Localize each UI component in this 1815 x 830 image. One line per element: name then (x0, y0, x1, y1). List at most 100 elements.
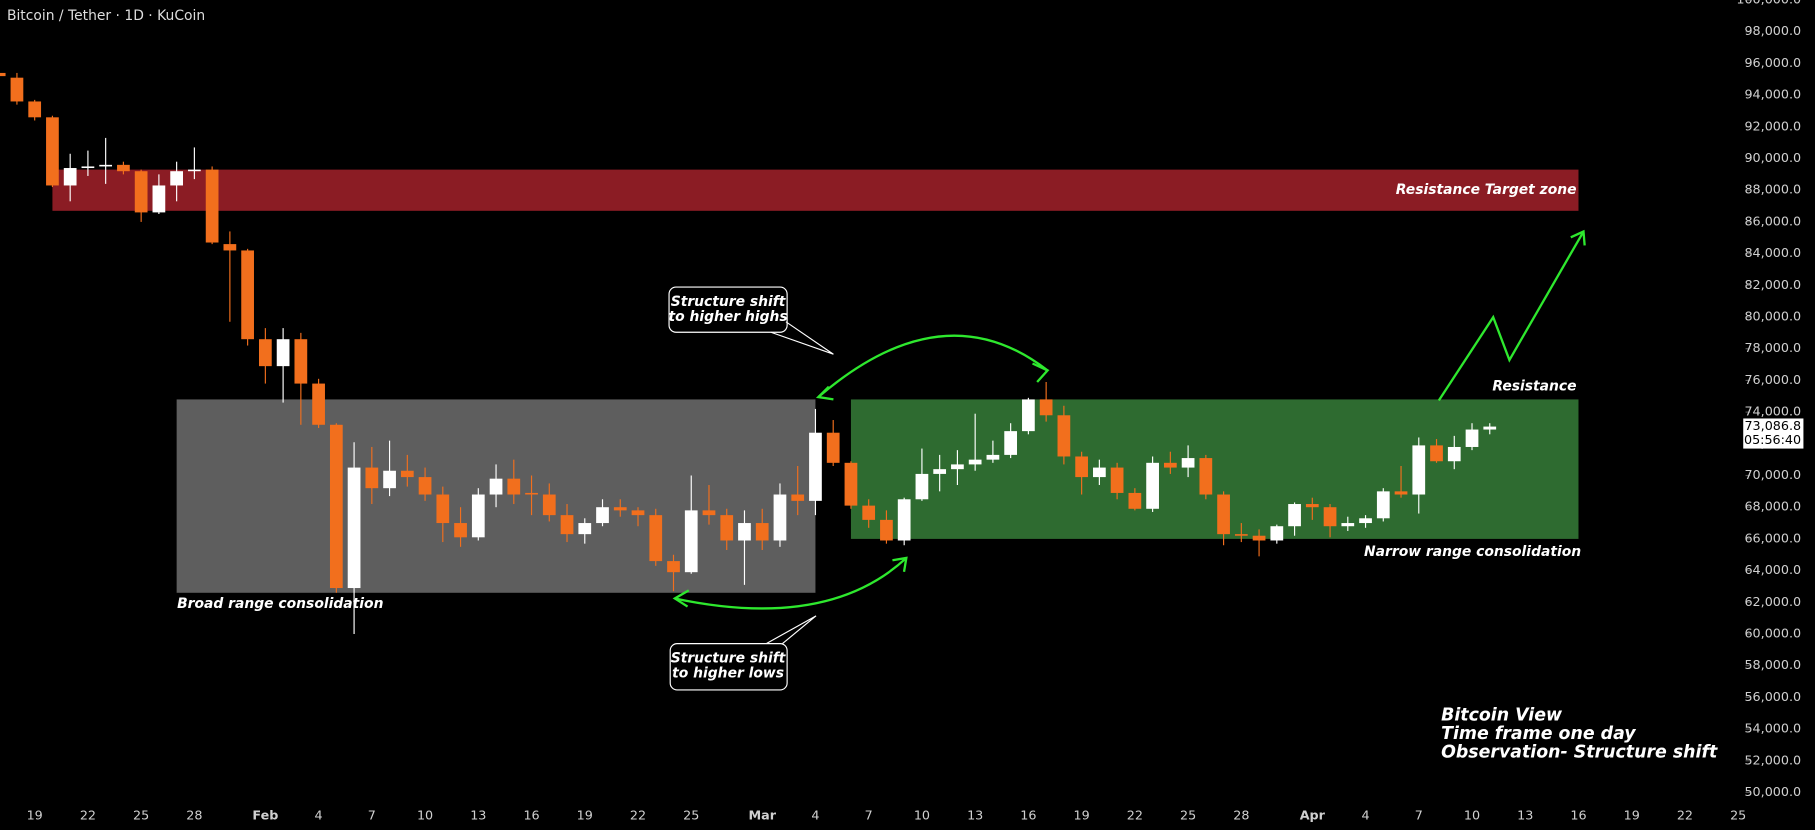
candle-body (205, 169, 219, 243)
y-tick-label: 56,000.0 (1744, 690, 1801, 705)
last-price-box (1743, 418, 1804, 449)
x-tick-label: 19 (27, 809, 43, 824)
candle-body (525, 492, 538, 495)
y-tick-label: 96,000.0 (1744, 56, 1801, 71)
y-tick-label: 54,000.0 (1744, 722, 1801, 737)
callout-text: Structure shift (671, 651, 787, 667)
candle-body (667, 561, 680, 573)
x-tick-label: 7 (1415, 809, 1423, 824)
resistance-label: Resistance (1492, 379, 1576, 395)
candle-body (720, 515, 734, 541)
candle-body (542, 494, 556, 516)
candle-body (915, 473, 929, 500)
x-tick-label: Mar (748, 809, 776, 824)
candle-body (99, 164, 113, 167)
candle-body (1128, 492, 1142, 509)
last-price-label: 73,086.8 (1744, 419, 1801, 434)
candle-body (489, 478, 503, 495)
callout-pointer (770, 321, 834, 355)
candle-body (329, 424, 343, 589)
x-tick-label: 13 (967, 809, 983, 824)
candle-body (383, 470, 396, 489)
candle-body (986, 454, 1000, 460)
candles (0, 72, 1497, 634)
y-tick-label: 88,000.0 (1744, 183, 1801, 198)
candle-body (1057, 415, 1071, 457)
candle-body (170, 171, 184, 186)
candle-body (347, 467, 361, 589)
candle-body (1323, 507, 1337, 527)
x-tick-label: 10 (914, 809, 930, 824)
candle-body (117, 164, 130, 172)
candle-body (1288, 504, 1301, 527)
y-tick-label: 62,000.0 (1744, 595, 1801, 610)
candle-body (684, 510, 698, 573)
x-tick-label: 10 (1464, 809, 1480, 824)
countdown-label: 05:56:40 (1744, 433, 1801, 448)
y-tick-label: 78,000.0 (1744, 341, 1801, 356)
candle-body (1163, 462, 1177, 468)
candle-body (1252, 535, 1266, 541)
candle-body (507, 478, 521, 495)
arrow-head (815, 385, 834, 401)
y-tick-label: 52,000.0 (1744, 753, 1801, 768)
candle-body (897, 499, 911, 541)
y-tick-label: 68,000.0 (1744, 500, 1801, 515)
candle-body (1447, 446, 1461, 462)
candle-body (702, 510, 716, 516)
candle-body (1199, 458, 1213, 495)
candle-body (862, 505, 876, 520)
zone-label: Resistance Target zone (1396, 182, 1577, 198)
candle-body (28, 101, 42, 118)
y-tick-label: 84,000.0 (1744, 246, 1801, 261)
candle-body (560, 515, 574, 535)
y-tick-label: 50,000.0 (1744, 785, 1801, 800)
candle-body (826, 432, 840, 463)
y-tick-label: 94,000.0 (1744, 88, 1801, 103)
x-tick-label: 7 (368, 809, 376, 824)
candle-body (1341, 523, 1355, 527)
x-tick-label: 16 (1570, 809, 1586, 824)
arrow-head (672, 589, 690, 608)
candle-body (241, 250, 254, 340)
candle-body (46, 117, 59, 186)
x-tick-label: 4 (811, 809, 819, 824)
y-tick-label: 98,000.0 (1744, 24, 1801, 39)
candle-body (1430, 445, 1443, 462)
callout-text: to higher lows (672, 666, 784, 682)
x-tick-label: 28 (186, 809, 202, 824)
candle-body (1394, 491, 1408, 495)
candle-body (1004, 431, 1018, 455)
callout-pointer (765, 615, 817, 645)
arc-arrow (817, 334, 1049, 398)
note-text: Time frame one day (1441, 724, 1636, 744)
arrow-head (1570, 229, 1586, 246)
candle-body (951, 464, 964, 470)
y-tick-label: 90,000.0 (1744, 151, 1801, 166)
callout: Structure shift to higher lows (669, 615, 817, 691)
candle-body (276, 339, 290, 367)
candle-body (1039, 399, 1053, 416)
candle-body (1465, 429, 1479, 447)
callout-box (668, 286, 788, 333)
zone (850, 399, 1579, 539)
x-tick-label: 19 (1074, 809, 1090, 824)
candle-body (1181, 458, 1195, 468)
x-tick-label: 28 (1233, 809, 1249, 824)
candle-body (0, 72, 6, 77)
candle-body (294, 339, 308, 384)
candle-body (1022, 399, 1035, 432)
y-tick-label: 74,000.0 (1744, 405, 1801, 420)
candle-body (1359, 518, 1372, 524)
x-tick-label: Apr (1300, 809, 1326, 824)
x-tick-label: 4 (315, 809, 323, 824)
y-tick-label: 80,000.0 (1744, 310, 1801, 325)
candle-body (454, 523, 467, 538)
y-tick-label: 100,000.0 (1736, 0, 1801, 8)
candle-body (418, 477, 432, 495)
y-tick-label: 86,000.0 (1744, 214, 1801, 229)
x-tick-label: 19 (1624, 809, 1640, 824)
candle-body (578, 523, 592, 535)
candle-body (968, 459, 982, 465)
